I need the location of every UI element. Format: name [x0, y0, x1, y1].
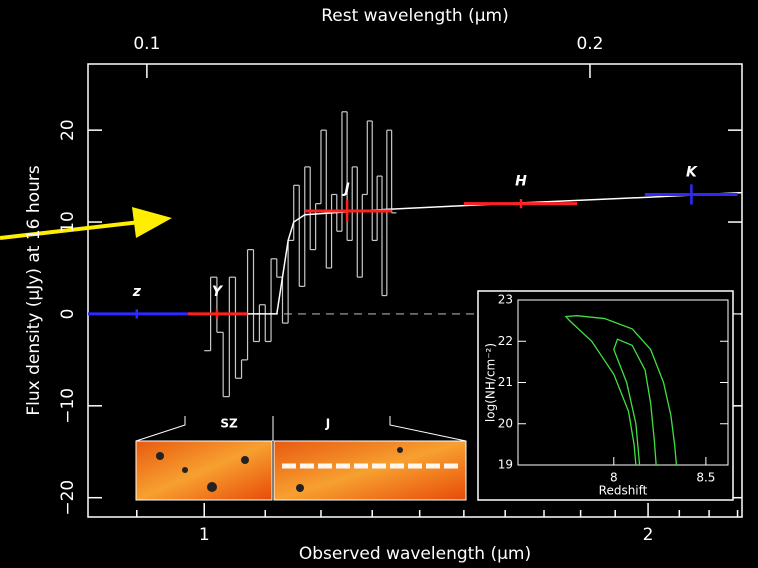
arrow-head: [132, 207, 172, 238]
y-tick-label: 20: [58, 119, 78, 141]
y-tick-label: −10: [58, 388, 78, 424]
band-label: z: [132, 284, 142, 300]
y-tick-label: 22: [498, 334, 513, 348]
x2-axis-label: Rest wavelength (μm): [321, 6, 509, 26]
x2-tick-label: 0.2: [576, 34, 603, 54]
chart: 1 2 0.1 0.2 −20 −10 0 10 20 Observed wavelength (…: [0, 0, 758, 568]
band-label: Y: [212, 284, 224, 300]
x-tick-label: 2: [643, 525, 654, 545]
y-tick-label: −20: [58, 480, 78, 516]
thumbnail-image: [136, 441, 272, 500]
x-tick-label: 8.5: [696, 471, 715, 485]
blob: [296, 484, 304, 492]
y-tick-label: 19: [498, 458, 513, 472]
y-tick-label: 20: [498, 416, 513, 430]
blob: [241, 456, 249, 464]
band-label: H: [515, 174, 527, 190]
y-axis-label: log(NH/cm⁻²): [484, 343, 498, 422]
blob: [397, 447, 403, 453]
connector: [390, 416, 466, 441]
x-tick-label: 1: [199, 525, 210, 545]
band-label: K: [686, 164, 698, 180]
x-axis-label: Redshift: [599, 484, 648, 498]
thumbnails: [136, 416, 466, 500]
x-axis-label: Observed wavelength (μm): [299, 544, 531, 564]
y-tick-label: 10: [58, 211, 78, 233]
blob: [156, 452, 164, 460]
blob: [207, 482, 217, 492]
x2-tick-label: 0.1: [133, 34, 160, 54]
y-tick-label: 21: [498, 375, 513, 389]
inset-frame: [478, 291, 733, 500]
thumbnail-image: [274, 441, 466, 500]
page: {"chart_data": [ {"type": "spectrum", "x…: [0, 0, 758, 568]
thumbnail-label: SZ: [220, 417, 238, 431]
connector: [136, 416, 185, 441]
y-axis-label: Flux density (μJy) at 16 hours: [24, 165, 44, 415]
x-tick-label: 8: [610, 471, 618, 485]
blob: [182, 467, 188, 473]
thumbnail-label: J: [325, 417, 330, 431]
y-tick-label: 0: [58, 309, 78, 320]
y-tick-label: 23: [498, 293, 513, 307]
band-label: J: [342, 181, 350, 197]
